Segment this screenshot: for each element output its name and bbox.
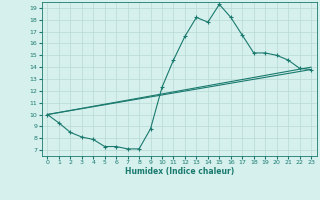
X-axis label: Humidex (Indice chaleur): Humidex (Indice chaleur) bbox=[124, 167, 234, 176]
